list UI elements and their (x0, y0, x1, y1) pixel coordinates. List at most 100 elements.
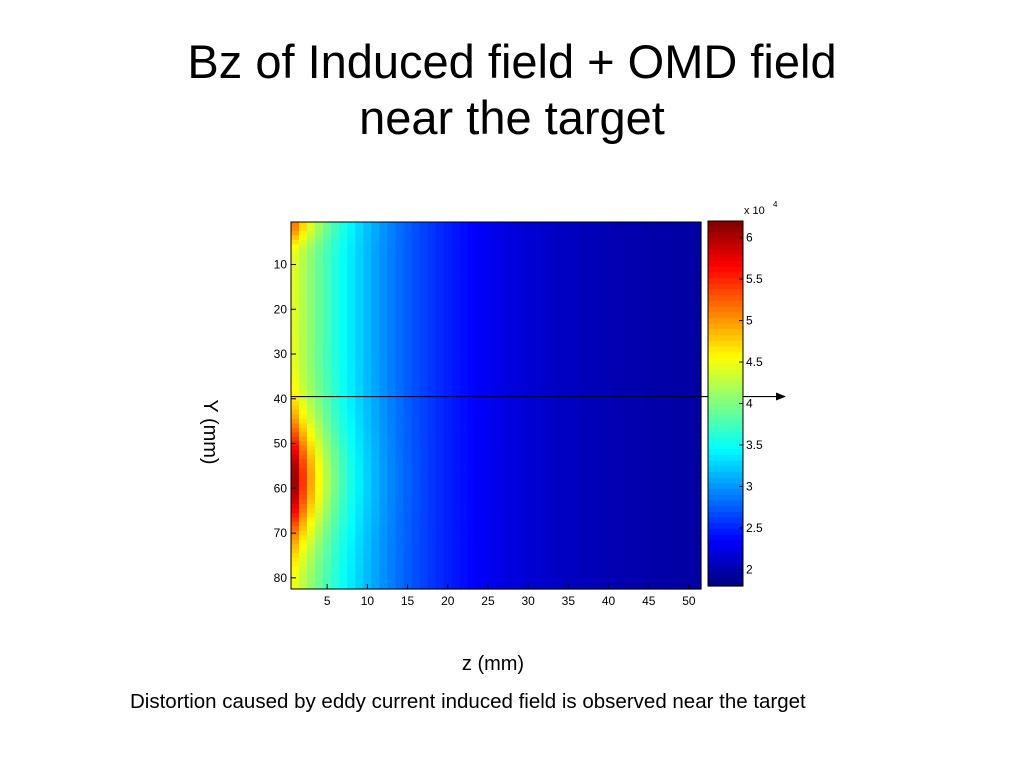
heatmap-cell (644, 508, 654, 514)
heatmap-cell (604, 409, 614, 416)
heatmap-cell (371, 490, 381, 496)
heatmap-cell (556, 477, 565, 483)
heatmap-cell (395, 396, 405, 402)
heatmap-cell (612, 284, 622, 290)
heatmap-cell (692, 409, 702, 416)
heatmap-cell (467, 535, 477, 541)
heatmap-cell (427, 342, 437, 348)
heatmap-cell (347, 347, 356, 353)
heatmap-cell (299, 226, 308, 232)
heatmap-cell (387, 566, 397, 572)
heatmap-cell (371, 450, 381, 456)
heatmap-cell (475, 226, 485, 232)
heatmap-cell (491, 499, 501, 505)
heatmap-cell (500, 557, 509, 563)
heatmap-cell (596, 356, 606, 362)
heatmap-cell (467, 284, 477, 290)
heatmap-cell (628, 311, 638, 317)
heatmap-cell (532, 374, 541, 380)
heatmap-cell (419, 499, 429, 505)
heatmap-cell (459, 302, 469, 308)
heatmap-cell (532, 445, 541, 451)
heatmap-cell (483, 521, 493, 527)
heatmap-cell (692, 289, 702, 295)
heatmap-cell (355, 575, 364, 581)
heatmap-cell (668, 526, 678, 532)
heatmap-cell (684, 244, 694, 250)
heatmap-cell (483, 347, 493, 353)
heatmap-cell (580, 409, 590, 416)
heatmap-cell (323, 320, 332, 326)
heatmap-cell (508, 222, 517, 228)
heatmap-cell (668, 298, 678, 304)
heatmap-cell (516, 396, 525, 402)
heatmap-cell (403, 539, 413, 545)
heatmap-cell (508, 311, 517, 317)
heatmap-cell (548, 329, 557, 335)
heatmap-cell (572, 315, 582, 322)
heatmap-cell (435, 490, 445, 496)
heatmap-cell (355, 315, 364, 322)
heatmap-cell (596, 571, 606, 577)
heatmap-cell (572, 472, 582, 478)
heatmap-cell (500, 436, 509, 442)
heatmap-cell (516, 280, 525, 286)
heatmap-cell (644, 414, 654, 420)
heatmap-cell (323, 262, 332, 268)
heatmap-cell (443, 503, 453, 510)
heatmap-cell (427, 378, 437, 384)
heatmap-cell (475, 284, 485, 290)
heatmap-cell (291, 248, 300, 254)
heatmap-cell (459, 222, 469, 228)
heatmap-cell (403, 289, 413, 295)
heatmap-cell (620, 324, 630, 331)
heatmap-cell (459, 418, 469, 425)
colorbar-segment (708, 580, 743, 587)
heatmap-cell (532, 324, 541, 331)
x-tick-label: 10 (361, 594, 375, 608)
heatmap-cell (660, 486, 670, 492)
heatmap-cell (387, 512, 397, 518)
heatmap-cell (620, 383, 630, 389)
heatmap-cell (588, 481, 598, 487)
heatmap-cell (500, 580, 509, 586)
heatmap-cell (516, 553, 525, 559)
heatmap-cell (339, 557, 348, 563)
heatmap-cell (628, 307, 638, 313)
heatmap-cell (291, 499, 300, 505)
heatmap-cell (620, 248, 630, 254)
heatmap-cell (491, 284, 501, 290)
heatmap-cell (347, 575, 356, 581)
heatmap-cell (612, 423, 622, 429)
heatmap-cell (299, 526, 308, 532)
heatmap-cell (435, 383, 445, 389)
heatmap-cell (331, 508, 340, 514)
heatmap-cell (684, 280, 694, 286)
heatmap-cell (572, 486, 582, 492)
heatmap-cell (387, 311, 397, 317)
heatmap-cell (572, 495, 582, 501)
heatmap-cell (435, 351, 445, 357)
heatmap-cell (668, 517, 678, 523)
heatmap-cell (491, 553, 501, 559)
heatmap-cell (628, 401, 638, 407)
heatmap-cell (588, 441, 598, 447)
heatmap-cell (323, 423, 332, 429)
colorbar-segment (708, 403, 743, 410)
heatmap-cell (660, 307, 670, 313)
heatmap-cell (524, 235, 533, 241)
heatmap-cell (604, 293, 614, 299)
heatmap-cell (291, 459, 300, 465)
heatmap-cell (483, 481, 493, 487)
heatmap-cell (636, 414, 646, 420)
heatmap-cell (451, 530, 461, 536)
heatmap-cell (676, 535, 686, 541)
heatmap-cell (331, 409, 340, 416)
heatmap-cell (483, 401, 493, 407)
heatmap-cell (371, 418, 381, 425)
heatmap-cell (291, 365, 300, 371)
heatmap-cell (548, 302, 557, 308)
heatmap-cell (596, 365, 606, 371)
heatmap-cell (596, 486, 606, 492)
heatmap-cell (516, 383, 525, 389)
